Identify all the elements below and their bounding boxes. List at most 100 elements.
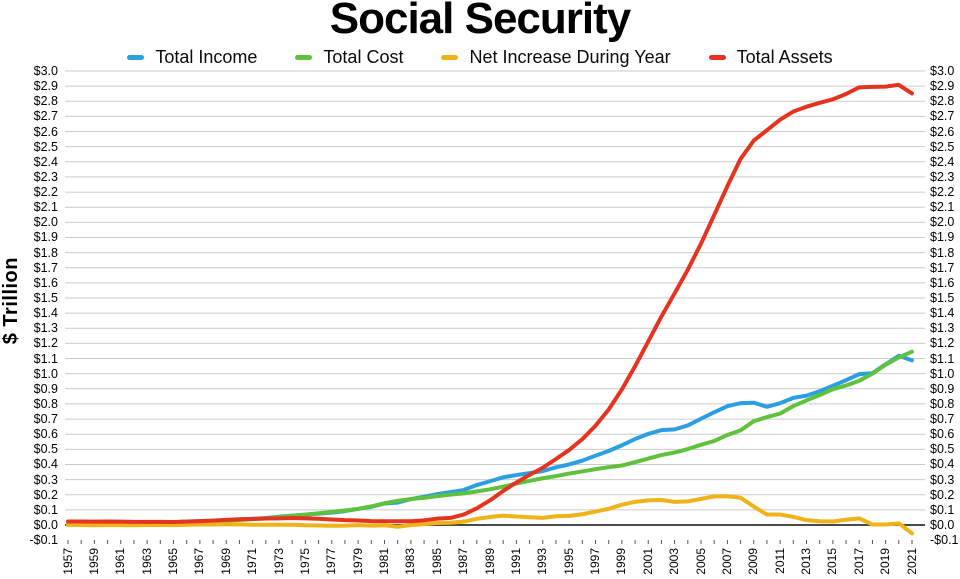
y-tick-label: $3.0 — [930, 64, 955, 78]
y-tick-label: $1.8 — [930, 245, 955, 260]
y-tick-label: $1.3 — [33, 321, 58, 336]
x-tick-label: 2017 — [851, 548, 866, 575]
y-tick-label: $0.6 — [33, 427, 58, 442]
x-tick-label: 1961 — [113, 548, 128, 575]
x-tick-label: 1965 — [166, 548, 180, 575]
y-tick-label: $0.4 — [930, 457, 955, 472]
y-tick-label: $1.0 — [33, 366, 58, 381]
x-tick-label: 1981 — [377, 548, 391, 575]
y-tick-label: $0.2 — [33, 487, 58, 502]
y-tick-label: $1.4 — [33, 306, 58, 321]
x-tick-label: 2013 — [799, 548, 813, 575]
y-tick-label: $0.1 — [33, 502, 58, 517]
x-tick-label: 1957 — [60, 548, 75, 575]
y-tick-label: $2.3 — [930, 169, 955, 184]
y-tick-label: $1.1 — [33, 351, 58, 366]
y-tick-label: $2.1 — [33, 200, 58, 215]
y-tick-label: $2.1 — [930, 200, 955, 215]
y-tick-label: $0.1 — [930, 502, 955, 517]
x-tick-label: 1993 — [535, 548, 550, 575]
y-tick-label: $2.6 — [930, 124, 955, 139]
y-tick-label: $2.7 — [930, 109, 955, 124]
y-tick-label: $2.7 — [33, 109, 58, 124]
legend-item-total-assets: Total Assets — [708, 46, 833, 68]
x-tick-label: 2001 — [640, 548, 655, 575]
y-tick-label: $1.6 — [33, 275, 58, 290]
x-tick-label: 1999 — [614, 548, 629, 575]
y-tick-label: $2.5 — [33, 139, 58, 154]
x-tick-label: 2007 — [719, 548, 734, 575]
legend-swatch-icon — [441, 54, 459, 60]
legend-swatch-icon — [127, 54, 145, 60]
y-tick-label: $1.3 — [930, 321, 955, 336]
legend: Total Income Total Cost Net Increase Durin… — [0, 46, 960, 68]
y-tick-label: $0.8 — [33, 396, 58, 411]
y-tick-label: $2.6 — [33, 124, 58, 139]
y-tick-label: $2.2 — [33, 185, 58, 200]
legend-swatch-icon — [295, 54, 313, 60]
y-tick-label: $0.8 — [930, 396, 955, 411]
x-tick-label: 2021 — [904, 548, 919, 575]
x-tick-label: 1977 — [324, 548, 339, 575]
x-tick-label: 1991 — [508, 548, 523, 575]
x-tick-label: 1967 — [192, 548, 207, 575]
y-tick-label: $2.2 — [930, 185, 955, 200]
x-tick-label: 1975 — [297, 548, 312, 575]
x-tick-label: 2019 — [878, 548, 893, 575]
y-tick-label: $0.3 — [33, 472, 58, 487]
legend-label: Total Assets — [736, 46, 833, 67]
y-tick-label: $0.6 — [930, 427, 955, 442]
y-tick-label: -$0.1 — [29, 533, 59, 548]
y-tick-label: $2.4 — [930, 154, 955, 169]
x-tick-label: 2015 — [825, 548, 840, 575]
y-tick-label: $0.9 — [33, 381, 58, 396]
x-tick-label: 2005 — [693, 548, 708, 575]
y-tick-label: -$0.1 — [930, 533, 959, 548]
page-title: Social Security — [329, 0, 631, 43]
legend-item-net-increase-during-year: Net Increase During Year — [441, 46, 671, 68]
legend-swatch-icon — [708, 54, 726, 60]
legend-label: Net Increase During Year — [469, 46, 671, 67]
y-tick-label: $0.0 — [33, 518, 58, 532]
legend-item-total-income: Total Income — [127, 47, 257, 68]
y-tick-label: $1.6 — [930, 275, 955, 290]
y-tick-label: $0.5 — [33, 442, 58, 457]
y-tick-label: $1.5 — [930, 291, 955, 305]
y-tick-label: $1.4 — [930, 306, 955, 321]
x-tick-label: 1995 — [561, 548, 576, 575]
legend-label: Total Cost — [323, 46, 404, 67]
y-tick-label: $1.8 — [33, 245, 58, 260]
x-tick-label: 1979 — [350, 548, 365, 575]
plot-area — [65, 70, 925, 544]
y-tick-label: $0.7 — [930, 412, 955, 427]
x-tick-label: 1963 — [139, 548, 154, 575]
x-tick-label: 2011 — [772, 548, 787, 574]
legend-item-total-cost: Total Cost — [295, 47, 403, 68]
y-tick-label: $2.9 — [930, 79, 955, 94]
x-tick-label: 2009 — [746, 548, 761, 575]
y-tick-label: $2.4 — [33, 154, 58, 169]
y-tick-label: $2.3 — [33, 169, 58, 184]
x-tick-label: 1971 — [245, 548, 260, 575]
x-tick-label: 1969 — [218, 548, 233, 575]
y-tick-label: $2.9 — [33, 79, 58, 94]
x-tick-label: 2003 — [667, 548, 682, 575]
y-tick-label: $2.8 — [33, 94, 58, 109]
y-tick-label: $0.7 — [33, 412, 58, 427]
legend-label: Total Income — [155, 46, 258, 67]
y-tick-label: $2.0 — [930, 215, 955, 230]
x-tick-label: 1959 — [86, 548, 101, 575]
x-tick-label: 1989 — [482, 548, 497, 575]
y-tick-label: $2.5 — [930, 139, 955, 154]
y-tick-label: $1.7 — [33, 260, 58, 275]
y-tick-label: $0.0 — [930, 518, 955, 532]
y-tick-label: $0.3 — [930, 472, 955, 487]
y-tick-label: $0.9 — [930, 381, 955, 396]
y-tick-label: $2.8 — [930, 94, 955, 109]
line-total-assets — [66, 82, 914, 524]
y-tick-label: $3.0 — [33, 64, 58, 78]
line-net-increase-during-year — [66, 494, 914, 536]
y-tick-label: $0.2 — [930, 487, 955, 502]
y-tick-label: $1.0 — [930, 366, 955, 381]
